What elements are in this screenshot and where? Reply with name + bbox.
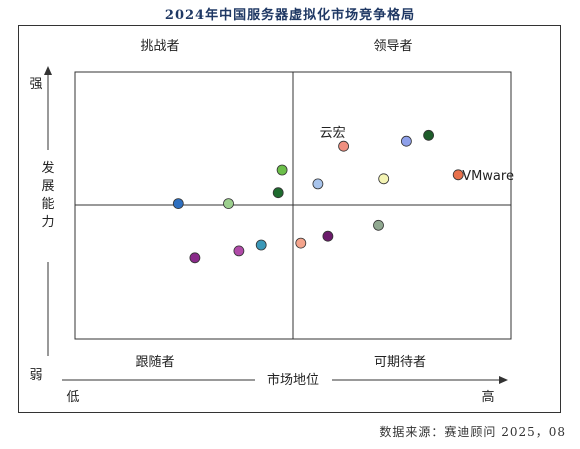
data-point — [189, 252, 201, 264]
data-point-label: VMware — [462, 169, 514, 184]
chart-frame — [18, 25, 561, 413]
source-note: 数据来源：赛迪顾问 2025，08 — [379, 425, 566, 439]
y-axis-arrowhead — [44, 66, 52, 75]
data-point — [312, 178, 324, 190]
data-point — [338, 140, 350, 152]
data-point — [423, 129, 435, 141]
data-point — [272, 187, 284, 199]
y-axis-label-char: 展 — [41, 179, 54, 194]
chart-title: 2024年中国服务器虚拟化市场竞争格局 — [164, 8, 416, 23]
y-axis-label-char: 力 — [41, 215, 54, 230]
quadrant-label-bottom-right: 可期待者 — [374, 355, 426, 370]
data-point — [233, 245, 245, 257]
data-point — [172, 198, 184, 210]
data-point — [276, 164, 288, 176]
y-axis-high-label: 强 — [29, 77, 42, 92]
x-axis-arrowhead — [499, 376, 508, 384]
data-point — [400, 135, 412, 147]
data-point — [322, 230, 334, 242]
x-axis-low-label: 低 — [66, 390, 79, 405]
y-axis-label-char: 发 — [41, 160, 54, 176]
data-point — [223, 198, 234, 210]
data-point — [255, 239, 267, 251]
data-point — [378, 173, 390, 185]
quadrant-label-bottom-left: 跟随者 — [135, 355, 174, 370]
data-point — [452, 169, 464, 181]
data-points: 云宏 VMware — [172, 126, 514, 264]
data-point — [373, 219, 384, 231]
x-axis-high-label: 高 — [481, 389, 494, 405]
y-axis-low-label: 弱 — [29, 368, 42, 383]
quadrant-label-top-right: 领导者 — [373, 39, 412, 54]
y-axis-label: 发展能力 — [41, 160, 54, 230]
y-axis-label-char: 能 — [41, 197, 54, 212]
quadrant-label-top-left: 挑战者 — [140, 39, 179, 54]
x-axis-label: 市场地位 — [267, 372, 319, 388]
data-point-label: 云宏 — [320, 126, 346, 141]
data-point — [295, 237, 307, 249]
